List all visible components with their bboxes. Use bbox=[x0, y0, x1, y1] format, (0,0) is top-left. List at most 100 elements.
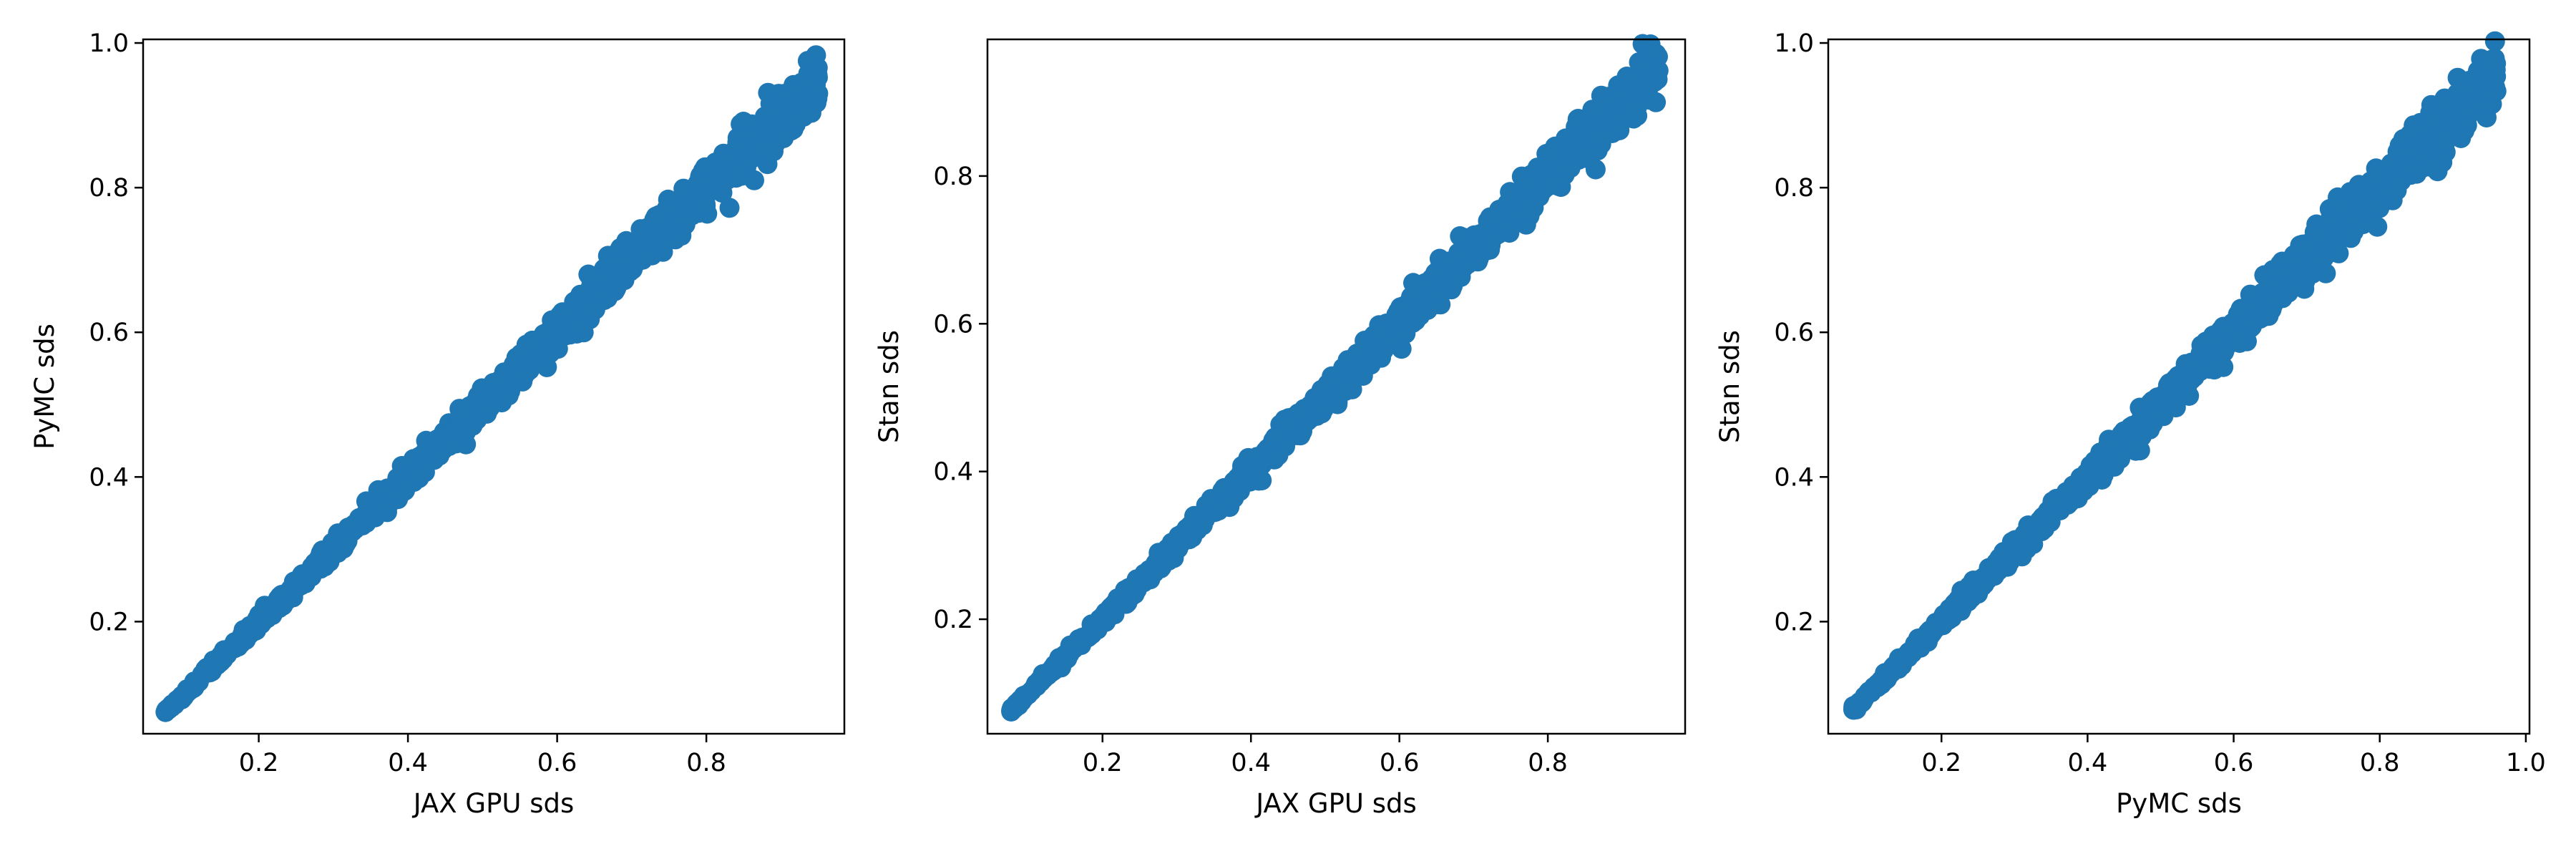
scatter-point bbox=[791, 72, 811, 93]
scatter-point bbox=[1551, 155, 1571, 176]
y-tick-label: 0.6 bbox=[1774, 319, 1814, 347]
y-tick-label: 0.6 bbox=[89, 319, 129, 347]
scatter-point bbox=[1101, 596, 1122, 617]
x-tick-label: 0.8 bbox=[686, 749, 726, 777]
axes-frame bbox=[986, 38, 1687, 735]
scatter-point bbox=[324, 543, 345, 564]
scatter-point bbox=[1427, 279, 1448, 300]
y-ticks: 0.2 0.4 0.6 0.8 1.0 bbox=[89, 29, 143, 636]
scatter-point bbox=[2205, 355, 2225, 376]
scatter-point bbox=[2417, 150, 2438, 171]
x-tick-label: 0.4 bbox=[388, 749, 428, 777]
x-tick-label: 1.0 bbox=[2506, 749, 2546, 777]
subplot-1: 0.2 0.4 0.6 0.8 0.2 0.4 0.6 0.8 JAX GPU sds St… bbox=[874, 34, 1687, 819]
scatter-point bbox=[2451, 128, 2472, 148]
y-tick-label: 0.8 bbox=[1774, 174, 1814, 203]
scatter-point bbox=[511, 361, 532, 382]
y-axis-label: Stan sds bbox=[1714, 330, 1745, 443]
y-tick-label: 0.6 bbox=[933, 310, 973, 339]
y-axis-label: Stan sds bbox=[874, 330, 904, 443]
scatter-point bbox=[1573, 147, 1594, 168]
axes-frame bbox=[142, 38, 846, 735]
scatter-point bbox=[1086, 618, 1107, 639]
y-tick-label: 0.2 bbox=[1774, 608, 1814, 636]
subplot-0: 0.2 0.4 0.6 0.8 0.2 0.4 0.6 0.8 1.0 JAX GPU sds… bbox=[29, 29, 846, 819]
scatter-point bbox=[729, 139, 750, 160]
y-tick-label: 0.2 bbox=[89, 608, 129, 636]
x-tick-label: 0.8 bbox=[1528, 749, 1568, 777]
x-ticks: 0.2 0.4 0.6 0.8 bbox=[239, 734, 726, 777]
axes-frame bbox=[1827, 38, 2531, 735]
scatter-point bbox=[1506, 199, 1527, 220]
scatter-point bbox=[1619, 102, 1640, 123]
scatter-point bbox=[578, 264, 599, 285]
scatter-point bbox=[1342, 379, 1362, 399]
scatter-point bbox=[522, 330, 542, 351]
scatter-point bbox=[1388, 301, 1409, 321]
scatter-point bbox=[2385, 175, 2406, 195]
scatter-point bbox=[1121, 578, 1142, 598]
y-tick-label: 0.4 bbox=[1774, 463, 1814, 492]
x-tick-label: 0.4 bbox=[2068, 749, 2108, 777]
scatter-point bbox=[338, 518, 358, 538]
scatter-point bbox=[1938, 601, 1959, 621]
reference-line bbox=[164, 74, 824, 714]
scatter-point bbox=[492, 372, 512, 393]
scatter-point bbox=[1920, 620, 1940, 641]
scatter-point bbox=[2129, 419, 2150, 440]
scatter-point bbox=[1477, 233, 1498, 253]
scatter-point bbox=[2328, 196, 2348, 216]
scatter-point bbox=[1970, 575, 1991, 596]
scatter-point bbox=[2165, 397, 2186, 418]
subplot-2: 0.2 0.4 0.6 0.8 1.0 0.2 0.4 0.6 0.8 1.0 PyMC sds… bbox=[1714, 29, 2546, 819]
scatter-point bbox=[648, 205, 669, 226]
scatter-point bbox=[1433, 256, 1453, 276]
y-tick-label: 0.4 bbox=[933, 458, 973, 487]
y-tick-label: 1.0 bbox=[89, 29, 129, 58]
scatter-point bbox=[2230, 330, 2250, 350]
scatter-point bbox=[642, 245, 663, 266]
y-axis-label: PyMC sds bbox=[29, 324, 60, 450]
scatter-point bbox=[2243, 309, 2263, 330]
scatter-point bbox=[1516, 175, 1537, 195]
scatter-point bbox=[719, 198, 740, 218]
scatter-point bbox=[2348, 186, 2369, 207]
y-ticks: 0.2 0.4 0.6 0.8 1.0 bbox=[1774, 29, 1828, 636]
x-ticks: 0.2 0.4 0.6 0.8 1.0 bbox=[1921, 734, 2546, 777]
y-tick-label: 1.0 bbox=[1774, 29, 1814, 58]
scatter-point bbox=[579, 296, 600, 317]
x-axis-label: JAX GPU sds bbox=[1254, 788, 1417, 819]
scatter-point bbox=[2328, 243, 2349, 263]
scatter-point bbox=[2270, 264, 2291, 284]
scatter-point bbox=[457, 400, 477, 421]
scatter-point bbox=[2094, 455, 2114, 476]
x-axis-label: JAX GPU sds bbox=[412, 788, 575, 819]
scatter-point bbox=[2073, 476, 2094, 497]
y-ticks: 0.2 0.4 0.6 0.8 bbox=[933, 162, 987, 634]
scatter-point bbox=[1898, 646, 1918, 667]
scatter-point bbox=[797, 51, 818, 72]
scatter-point bbox=[2484, 31, 2505, 52]
scatter-point bbox=[291, 567, 312, 588]
scatter-point bbox=[1372, 324, 1392, 345]
x-tick-label: 0.2 bbox=[1083, 749, 1123, 777]
scatter-point bbox=[2367, 216, 2388, 237]
y-tick-label: 0.2 bbox=[933, 606, 973, 634]
x-tick-label: 0.6 bbox=[1380, 749, 1420, 777]
y-tick-label: 0.4 bbox=[89, 463, 129, 492]
x-tick-label: 0.2 bbox=[239, 749, 279, 777]
scatter-point bbox=[394, 472, 414, 493]
scatter-point bbox=[271, 585, 292, 605]
scatter-point bbox=[2362, 196, 2383, 217]
scatter-point bbox=[1352, 343, 1372, 364]
scatter-point bbox=[2124, 436, 2145, 457]
reference-line bbox=[1849, 67, 2502, 714]
scatter-point bbox=[2034, 518, 2055, 539]
scatter-point bbox=[429, 445, 450, 466]
scatter-point bbox=[801, 102, 821, 123]
scatter-point bbox=[2306, 227, 2326, 248]
scatter-point bbox=[2482, 49, 2502, 70]
y-tick-label: 0.8 bbox=[89, 174, 129, 203]
scatter-point bbox=[1449, 247, 1470, 268]
